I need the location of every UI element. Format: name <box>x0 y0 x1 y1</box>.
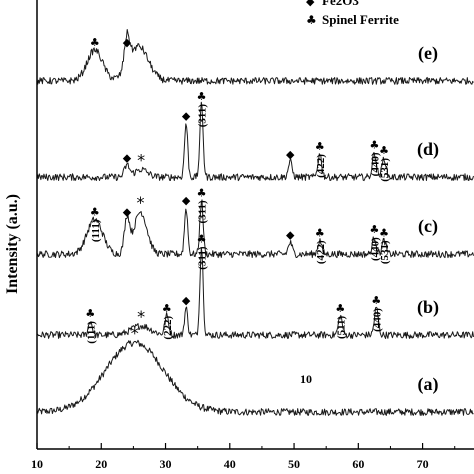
hkl-label-1-3: (511) <box>335 315 347 339</box>
series-line-1 <box>36 247 474 339</box>
peak-marker-diamond-3-4: ◆ <box>286 148 295 161</box>
peak-marker-club-1-4: ♣ <box>197 233 207 246</box>
hkl-label-2-4: (531) <box>379 240 391 264</box>
x-tick-label-20: 20 <box>95 457 107 471</box>
peak-marker-club-1-2: ♣ <box>162 302 172 315</box>
hkl-label-2-1: (311) <box>197 200 209 224</box>
peak-marker-diamond-2-5: ◆ <box>286 229 295 242</box>
hkl-label-3-3: (531) <box>379 158 391 182</box>
panel-label-3: (d) <box>417 139 439 160</box>
peak-marker-diamond-2-3: ◆ <box>182 194 191 207</box>
hkl-label-3-1: (422) <box>315 154 327 178</box>
legend-diamond-icon: ◆ <box>306 0 315 8</box>
annotation-text: 10 <box>300 372 312 386</box>
legend: ◆ Fe2O3 ♣ Spinel Ferrite <box>306 0 399 27</box>
x-tick-label-50: 50 <box>288 457 300 471</box>
peak-marker-diamond-2-1: ◆ <box>123 206 132 219</box>
hkl-label-3-2: (440) <box>369 152 381 176</box>
x-tick-label-10: 10 <box>31 457 43 471</box>
panel-label-2: (c) <box>418 216 438 237</box>
series-line-0 <box>36 339 474 416</box>
hkl-label-2-0: (111) <box>90 219 102 242</box>
peak-marker-diamond-4-1: ◆ <box>123 36 132 49</box>
peak-marker-asterisk-0-0: * <box>131 324 139 343</box>
hkl-labels-group: (111) (222) (311) (511) (440) (111) (311) (422)… <box>85 104 391 344</box>
peak-marker-club-1-5: ♣ <box>335 302 345 315</box>
peak-marker-diamond-3-0: ◆ <box>123 152 132 165</box>
panel-label-1: (b) <box>417 297 439 318</box>
hkl-label-1-2: (311) <box>197 246 209 270</box>
series-line-4 <box>36 29 474 85</box>
peak-marker-club-4-0: ♣ <box>90 36 100 49</box>
panel-label-4: (e) <box>418 43 438 64</box>
hkl-label-1-1: (222) <box>162 315 174 339</box>
hkl-label-2-2: (422) <box>315 240 327 264</box>
x-tick-label-30: 30 <box>160 457 172 471</box>
peak-marker-club-3-5: ♣ <box>315 140 325 153</box>
x-ticks-group: 10 20 30 40 50 60 70 <box>31 443 456 471</box>
peak-marker-asterisk-3-1: * <box>137 151 145 170</box>
peak-marker-club-3-6: ♣ <box>369 139 379 152</box>
peak-marker-club-3-7: ♣ <box>379 144 389 157</box>
peak-marker-diamond-3-2: ◆ <box>182 109 191 122</box>
peak-marker-club-2-8: ♣ <box>379 226 389 239</box>
peak-marker-club-2-6: ♣ <box>315 226 325 239</box>
peak-marker-asterisk-2-2: * <box>137 193 145 212</box>
y-axis-label: Intensity (a.u.) <box>4 194 21 294</box>
hkl-label-1-0: (111) <box>85 321 97 344</box>
legend-entry-spinel-ferrite: Spinel Ferrite <box>322 12 399 27</box>
x-tick-label-60: 60 <box>352 457 364 471</box>
legend-club-icon: ♣ <box>306 13 317 27</box>
series-line-2 <box>36 199 474 259</box>
peak-marker-club-1-0: ♣ <box>85 307 95 320</box>
panel-labels-group: (a) (b) (c) (d) (e) <box>417 43 439 395</box>
hkl-label-1-4: (440) <box>371 308 383 332</box>
peak-marker-club-1-6: ♣ <box>371 294 381 307</box>
peak-marker-diamond-1-3: ◆ <box>182 294 191 307</box>
peak-marker-club-2-4: ♣ <box>197 186 207 199</box>
panel-label-0: (a) <box>418 374 439 395</box>
series-line-3 <box>36 101 474 182</box>
hkl-label-3-0: (311) <box>197 104 209 128</box>
x-tick-label-70: 70 <box>417 457 429 471</box>
legend-entry-fe2o3: Fe2O3 <box>322 0 359 8</box>
traces-group <box>36 29 474 416</box>
peak-marker-club-2-7: ♣ <box>369 223 379 236</box>
peak-marker-asterisk-1-1: * <box>137 307 145 326</box>
markers-group: *♣ * ♣◆♣♣♣♣ ◆* ◆♣◆ ♣ ♣ ♣◆ *◆♣◆♣ ♣ ♣♣ ◆ <box>85 36 389 343</box>
x-tick-label-40: 40 <box>224 457 236 471</box>
peak-marker-club-2-0: ♣ <box>90 206 100 219</box>
peak-marker-club-3-3: ♣ <box>197 90 207 103</box>
hkl-label-2-3: (440) <box>369 237 381 261</box>
